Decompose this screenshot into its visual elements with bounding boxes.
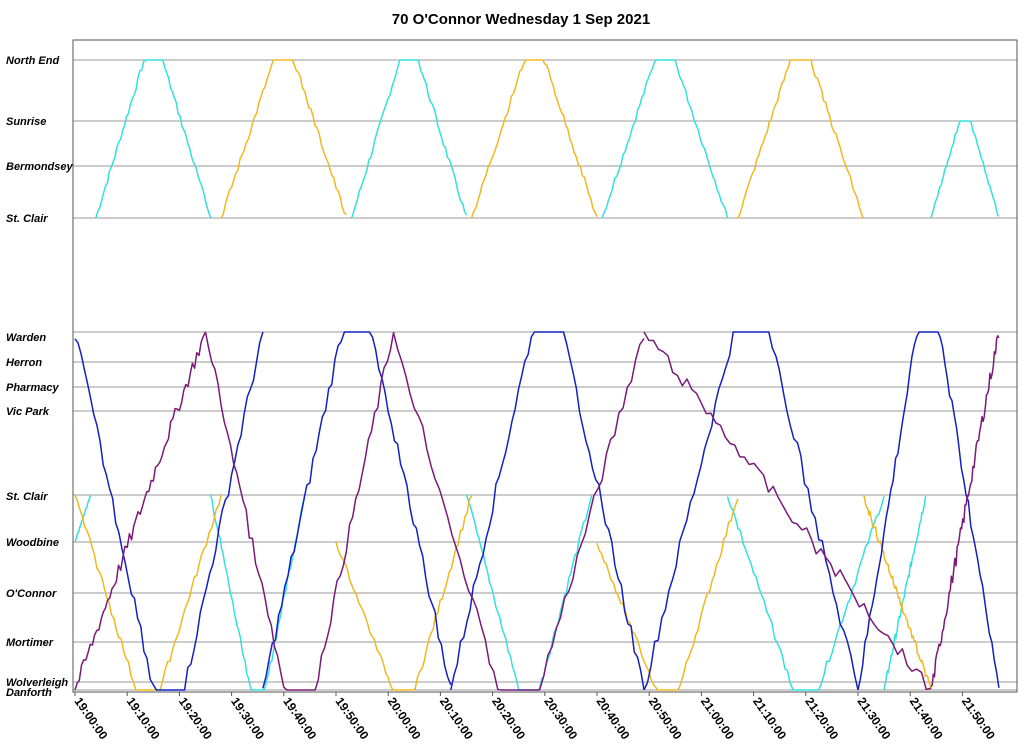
x-tick-label-5: 19:50:00	[333, 695, 372, 743]
plot-frame	[72, 39, 1018, 693]
trip-gold-2	[737, 59, 864, 219]
stop-label-bottom-5: Woodbine	[6, 537, 59, 549]
x-tick-label-13: 21:10:00	[750, 695, 789, 743]
trip-cyan-8	[883, 495, 927, 691]
trip-gold-4	[335, 495, 473, 691]
x-tick-label-17: 21:50:00	[959, 695, 998, 743]
trip-cyan-2	[601, 59, 729, 219]
trip-gold-5	[596, 498, 739, 691]
stop-label-bottom-6: O'Connor	[6, 588, 57, 600]
trip-purple-3	[643, 331, 932, 691]
series-layer	[74, 59, 1000, 691]
label-layer: North End Sunrise Bermondsey St. Clair Warde…	[6, 55, 998, 742]
stop-label-bottom-3: Vic Park	[6, 406, 50, 418]
trip-cyan-0	[95, 59, 212, 219]
x-tick-label-15: 21:30:00	[855, 695, 894, 743]
stop-label-bottom-1: Herron	[6, 357, 42, 369]
trip-blue-1	[262, 331, 452, 689]
stop-label-bottom-0: Warden	[6, 332, 46, 344]
x-tick-label-16: 21:40:00	[907, 695, 946, 743]
x-tick-label-3: 19:30:00	[228, 695, 267, 743]
x-tick-label-6: 20:00:00	[385, 695, 424, 743]
trip-gold-3	[74, 494, 222, 691]
stop-label-top-2: Bermondsey	[6, 161, 74, 173]
trip-cyan-3	[930, 120, 1000, 218]
stop-label-top-1: Sunrise	[6, 116, 46, 128]
x-tick-label-0: 19:00:00	[72, 695, 111, 743]
stop-label-bottom-4: St. Clair	[6, 491, 48, 503]
trip-cyan-1	[350, 59, 468, 219]
chart-title: 70 O'Connor Wednesday 1 Sep 2021	[392, 11, 650, 28]
trip-purple-2	[392, 331, 645, 691]
trip-purple-4	[930, 335, 1000, 688]
trip-blue-2	[450, 331, 645, 691]
x-tick-label-10: 20:40:00	[594, 695, 633, 743]
x-tick-label-14: 21:20:00	[802, 695, 841, 743]
x-tick-label-8: 20:20:00	[489, 695, 528, 743]
stop-label-bottom-7: Mortimer	[6, 637, 54, 649]
trip-blue-4	[857, 331, 1000, 691]
stop-label-top-0: North End	[6, 55, 59, 67]
trip-purple-0	[74, 331, 207, 691]
trip-blue-3	[643, 331, 859, 691]
trip-cyan-7	[726, 496, 885, 691]
stop-label-bottom-8: Wolverleigh	[6, 677, 68, 689]
x-tick-label-7: 20:10:00	[437, 695, 476, 743]
trip-blue-0	[74, 331, 264, 691]
stop-label-bottom-2: Pharmacy	[6, 382, 59, 394]
stop-label-bottom-9: Danforth	[6, 687, 52, 699]
trip-gold-6	[863, 495, 932, 691]
trip-purple-1	[204, 331, 395, 691]
x-tick-label-1: 19:10:00	[124, 695, 163, 743]
grid-layer	[73, 59, 1017, 691]
x-tick-label-2: 19:20:00	[176, 695, 215, 743]
trip-gold-1	[470, 59, 598, 219]
x-tick-label-4: 19:40:00	[280, 695, 319, 743]
x-tick-label-11: 20:50:00	[646, 695, 685, 743]
trip-gold-0	[220, 59, 347, 219]
stop-label-top-3: St. Clair	[6, 213, 48, 225]
x-tick-label-9: 20:30:00	[541, 695, 580, 743]
x-tick-label-12: 21:00:00	[698, 695, 737, 743]
